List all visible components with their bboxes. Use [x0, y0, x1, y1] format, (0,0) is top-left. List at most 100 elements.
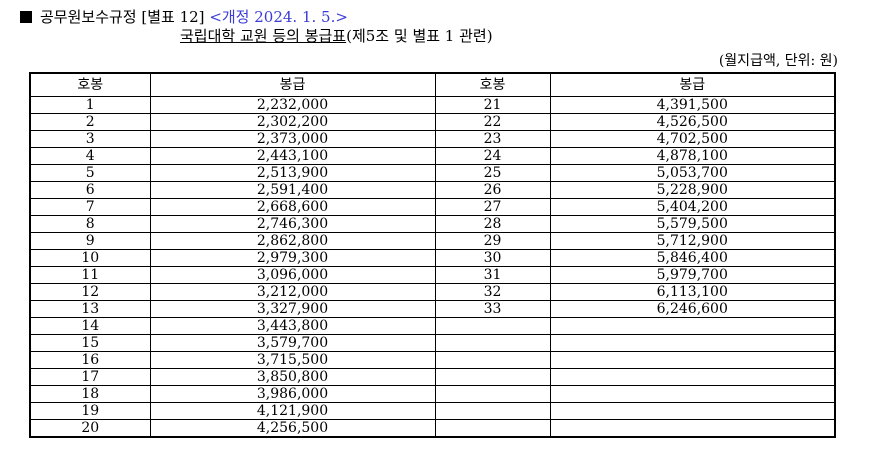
grade-cell: 28: [434, 215, 551, 233]
pay-cell: [549, 317, 836, 335]
grade-cell: 13: [29, 300, 151, 318]
header-pay-left: 봉급: [149, 72, 436, 97]
grade-cell: 23: [434, 130, 551, 148]
grade-cell: 18: [29, 385, 151, 403]
table-row: 1 2,232,000 21 4,391,500: [29, 96, 836, 114]
grade-cell: [434, 317, 551, 335]
pay-cell: 3,715,500: [149, 351, 436, 369]
pay-cell: 2,373,000: [149, 130, 436, 148]
grade-cell: 4: [29, 147, 151, 165]
pay-cell: 4,878,100: [549, 147, 836, 165]
grade-cell: [434, 334, 551, 352]
pay-cell: [549, 402, 836, 420]
pay-cell: 3,579,700: [149, 334, 436, 352]
table-row: 16 3,715,500: [29, 351, 836, 369]
pay-cell: 3,443,800: [149, 317, 436, 335]
pay-cell: 4,121,900: [149, 402, 436, 420]
pay-cell: 3,096,000: [149, 266, 436, 284]
pay-cell: 3,212,000: [149, 283, 436, 301]
pay-cell: 2,513,900: [149, 164, 436, 182]
grade-cell: [434, 368, 551, 386]
grade-cell: 16: [29, 351, 151, 369]
table-row: 12 3,212,000 32 6,113,100: [29, 283, 836, 301]
table-row: 4 2,443,100 24 4,878,100: [29, 147, 836, 165]
pay-cell: 6,246,600: [549, 300, 836, 318]
table-header-row: 호봉 봉급 호봉 봉급: [29, 72, 836, 97]
grade-cell: 21: [434, 96, 551, 114]
pay-cell: 4,391,500: [549, 96, 836, 114]
unit-note: (월지급액, 단위: 원): [718, 53, 838, 69]
document-heading: 공무원보수규정 [별표 12] <개정 2024. 1. 5.>: [20, 8, 348, 26]
regulation-title: 공무원보수규정 [별표 12]: [40, 8, 205, 26]
grade-cell: 7: [29, 198, 151, 216]
grade-cell: [434, 419, 551, 438]
table-row: 5 2,513,900 25 5,053,700: [29, 164, 836, 182]
table-row: 15 3,579,700: [29, 334, 836, 352]
grade-cell: 14: [29, 317, 151, 335]
table-body: 1 2,232,000 21 4,391,500 2 2,302,200 22 4,526,5…: [29, 96, 836, 438]
grade-cell: [434, 402, 551, 420]
pay-cell: 2,591,400: [149, 181, 436, 199]
pay-cell: [549, 334, 836, 352]
grade-cell: 2: [29, 113, 151, 131]
pay-cell: 3,986,000: [149, 385, 436, 403]
table-row: 9 2,862,800 29 5,712,900: [29, 232, 836, 250]
table-row: 13 3,327,900 33 6,246,600: [29, 300, 836, 318]
subtitle-main: 국립대학 교원 등의 봉급표: [180, 27, 347, 45]
grade-cell: 12: [29, 283, 151, 301]
grade-cell: 25: [434, 164, 551, 182]
header-grade-left: 호봉: [29, 72, 151, 97]
grade-cell: 5: [29, 164, 151, 182]
grade-cell: 17: [29, 368, 151, 386]
table-row: 7 2,668,600 27 5,404,200: [29, 198, 836, 216]
grade-cell: 15: [29, 334, 151, 352]
grade-cell: 6: [29, 181, 151, 199]
table-row: 11 3,096,000 31 5,979,700: [29, 266, 836, 284]
pay-cell: 4,256,500: [149, 419, 436, 438]
pay-cell: 5,228,900: [549, 181, 836, 199]
pay-cell: 5,053,700: [549, 164, 836, 182]
grade-cell: 19: [29, 402, 151, 420]
grade-cell: 24: [434, 147, 551, 165]
grade-cell: 32: [434, 283, 551, 301]
grade-cell: 30: [434, 249, 551, 267]
pay-cell: 5,846,400: [549, 249, 836, 267]
grade-cell: 33: [434, 300, 551, 318]
pay-cell: 3,850,800: [149, 368, 436, 386]
grade-cell: 29: [434, 232, 551, 250]
pay-cell: [549, 351, 836, 369]
pay-cell: 2,862,800: [149, 232, 436, 250]
revision-note: <개정 2024. 1. 5.>: [209, 8, 348, 26]
grade-cell: 20: [29, 419, 151, 438]
salary-table: 호봉 봉급 호봉 봉급 1 2,232,000 21 4,391,500 2 2,302,…: [29, 72, 836, 438]
table-row: 14 3,443,800: [29, 317, 836, 335]
grade-cell: 9: [29, 232, 151, 250]
grade-cell: [434, 385, 551, 403]
table-row: 18 3,986,000: [29, 385, 836, 403]
pay-cell: 4,702,500: [549, 130, 836, 148]
header-pay-right: 봉급: [549, 72, 836, 97]
black-square-icon: [20, 11, 32, 23]
table-row: 20 4,256,500: [29, 419, 836, 438]
pay-cell: 4,526,500: [549, 113, 836, 131]
table-row: 6 2,591,400 26 5,228,900: [29, 181, 836, 199]
pay-cell: 5,712,900: [549, 232, 836, 250]
table-row: 8 2,746,300 28 5,579,500: [29, 215, 836, 233]
pay-cell: 2,443,100: [149, 147, 436, 165]
grade-cell: 22: [434, 113, 551, 131]
pay-cell: 6,113,100: [549, 283, 836, 301]
pay-cell: [549, 385, 836, 403]
table-row: 3 2,373,000 23 4,702,500: [29, 130, 836, 148]
pay-cell: 5,579,500: [549, 215, 836, 233]
table-row: 10 2,979,300 30 5,846,400: [29, 249, 836, 267]
grade-cell: [434, 351, 551, 369]
pay-cell: 5,404,200: [549, 198, 836, 216]
grade-cell: 26: [434, 181, 551, 199]
pay-cell: 3,327,900: [149, 300, 436, 318]
pay-cell: 2,232,000: [149, 96, 436, 114]
pay-cell: [549, 419, 836, 438]
table-subtitle: 국립대학 교원 등의 봉급표(제5조 및 별표 1 관련): [180, 27, 493, 45]
grade-cell: 11: [29, 266, 151, 284]
grade-cell: 8: [29, 215, 151, 233]
pay-cell: 2,746,300: [149, 215, 436, 233]
